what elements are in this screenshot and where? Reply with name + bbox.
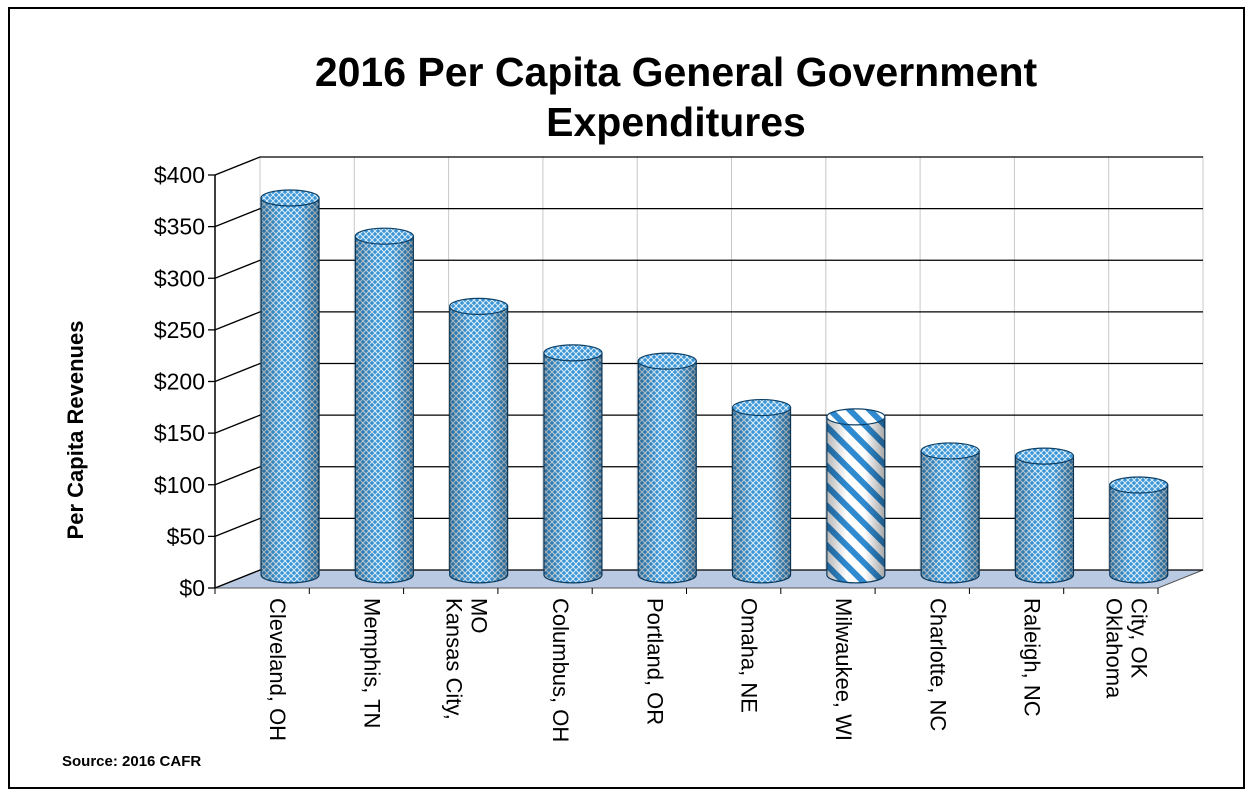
bar-top	[1014, 447, 1075, 465]
x-category-label: Portland, OR	[642, 598, 667, 725]
bar-top	[731, 398, 792, 417]
y-tick-label: $400	[154, 162, 205, 188]
bar	[354, 227, 414, 584]
source-note: Source: 2016 CAFR	[62, 753, 201, 770]
y-tick-label: $200	[154, 369, 205, 395]
bar-top	[826, 408, 886, 426]
horizontal-gridline	[214, 569, 1203, 589]
bar	[1109, 476, 1169, 584]
bar-shading	[638, 361, 697, 583]
horizontal-gridline	[214, 311, 1203, 331]
bar-shading	[1109, 485, 1168, 583]
x-category-label: MO	[466, 598, 491, 633]
bar-shading	[449, 306, 508, 583]
bar	[449, 297, 509, 584]
bar-top	[637, 352, 697, 370]
bar-shading	[1015, 456, 1074, 583]
y-tick-label: $350	[154, 214, 205, 240]
bar-shading	[261, 197, 320, 583]
x-category-label: City, OK	[1126, 598, 1151, 679]
bar	[826, 408, 886, 584]
y-axis-label: Per Capita Revenues	[63, 321, 88, 540]
x-category-label: Memphis, TN	[359, 598, 384, 728]
x-axis-categories: Cleveland, OH Memphis, TN Kansas City, MO Co…	[214, 588, 1159, 742]
bar-shading	[826, 416, 885, 583]
bar-top	[920, 442, 980, 460]
bar-top	[354, 227, 414, 245]
chart-frame	[8, 7, 1245, 789]
x-category-label: Cleveland, OH	[265, 598, 290, 741]
bar	[637, 352, 697, 584]
horizontal-gridline	[214, 259, 1203, 279]
horizontal-gridline	[214, 362, 1203, 383]
bar	[920, 442, 980, 584]
x-category-label: Milwaukee, WI	[831, 598, 856, 741]
y-tick-label: $150	[154, 420, 205, 446]
gridlines	[214, 156, 1204, 589]
y-tick-label: $100	[154, 472, 205, 498]
bar-top	[543, 344, 603, 362]
x-category-label: Raleigh, NC	[1020, 598, 1045, 717]
x-category-label: Omaha, NE	[737, 598, 762, 713]
chart-title-line-2: Expenditures	[546, 99, 806, 145]
bar-top	[260, 189, 320, 207]
horizontal-gridline	[214, 414, 1203, 434]
chart-title-line-1: 2016 Per Capita General Government	[315, 49, 1038, 95]
y-tick-label: $0	[179, 575, 205, 601]
bar	[1014, 447, 1075, 584]
bar-shading	[543, 352, 602, 583]
bars	[260, 189, 1169, 584]
x-category-label: Kansas City,	[441, 598, 466, 720]
y-tick-label: $300	[154, 265, 205, 291]
bar	[260, 189, 320, 584]
horizontal-gridline	[214, 466, 1203, 486]
horizontal-gridline	[214, 207, 1203, 228]
x-category-label: Oklahoma	[1101, 598, 1126, 699]
x-category-label: Charlotte, NC	[925, 598, 950, 731]
y-tick-label: $50	[167, 523, 205, 549]
y-axis-ticks: $0 $50 $100 $150 $200 $250 $300 $350 $400	[154, 162, 216, 601]
x-category-label: Columbus, OH	[548, 598, 573, 742]
y-tick-label: $250	[154, 317, 205, 343]
bar-top	[449, 297, 509, 315]
horizontal-gridline	[214, 156, 1203, 176]
bar-shading	[732, 407, 791, 583]
bar-top	[1109, 476, 1169, 494]
bar-shading	[921, 450, 980, 583]
bar	[731, 398, 792, 584]
bar-shading	[355, 236, 414, 583]
bar	[543, 344, 603, 584]
horizontal-gridline	[214, 517, 1203, 537]
